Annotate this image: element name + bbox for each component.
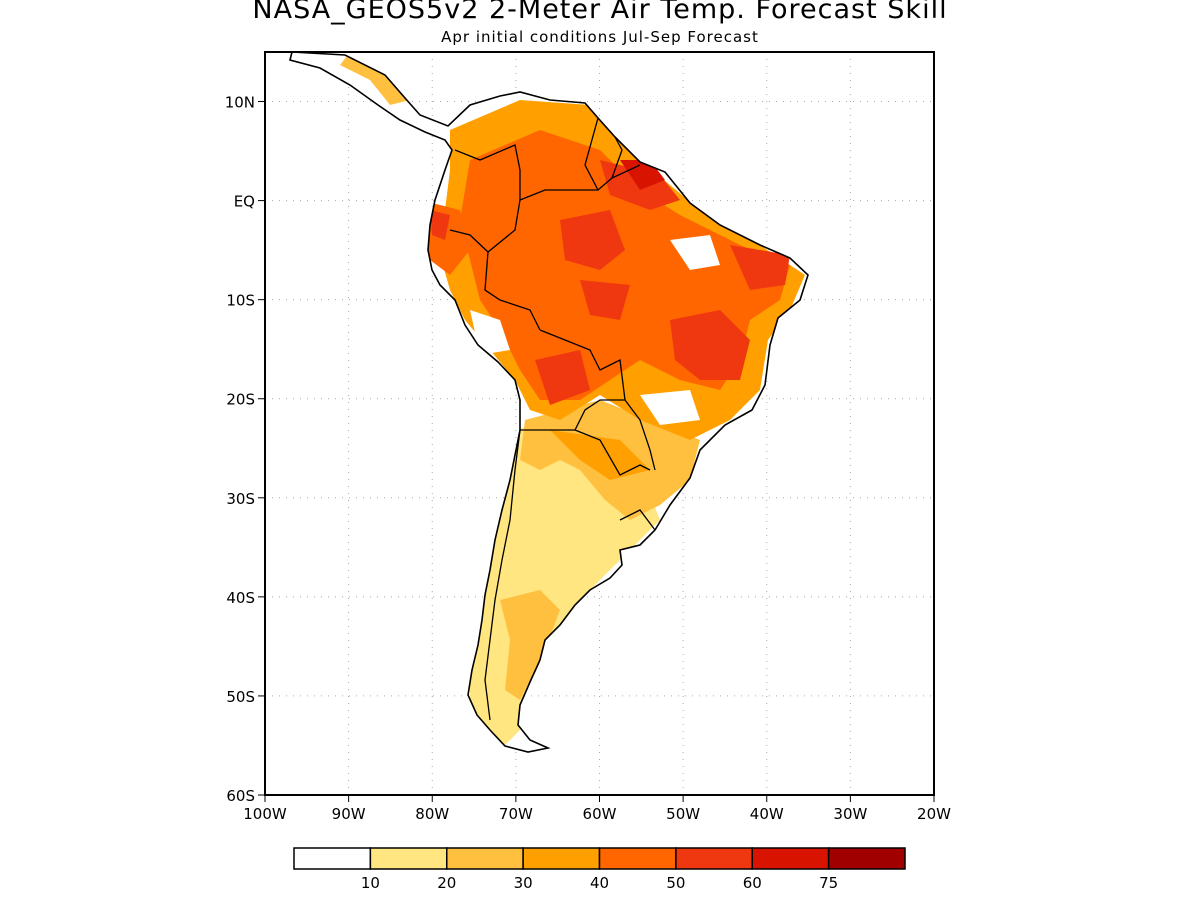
lat-tick-label: 10N — [225, 94, 255, 112]
country-borders — [449, 117, 656, 721]
colorbar-swatch — [675, 847, 753, 870]
colorbar-legend: 10 20 30 40 50 60 75 — [293, 847, 906, 892]
latitude-labels: 10N EQ 10S 20S 30S 40S 50S 60S — [225, 94, 265, 805]
lat-tick-label: 10S — [226, 292, 255, 310]
lon-tick-label: 30W — [833, 805, 867, 823]
colorbar-swatch — [751, 847, 830, 870]
lat-tick-label: 30S — [226, 490, 255, 508]
lat-tick-label: 40S — [226, 589, 255, 607]
colorbar-swatch — [598, 847, 677, 870]
lon-tick-label: 70W — [499, 805, 533, 823]
lon-tick-label: 20W — [917, 805, 951, 823]
lon-tick-label: 40W — [750, 805, 784, 823]
colorbar-swatch — [522, 847, 601, 870]
lon-tick-label: 80W — [415, 805, 449, 823]
lon-tick-label: 50W — [666, 805, 700, 823]
lat-tick-label: 60S — [226, 787, 255, 805]
lon-tick-label: 100W — [243, 805, 287, 823]
lat-tick-label: 50S — [226, 688, 255, 706]
colorbar-label: 10 — [361, 874, 380, 892]
lat-tick-label: EQ — [234, 193, 255, 211]
colorbar-label: 75 — [819, 874, 838, 892]
colorbar-label: 30 — [514, 874, 533, 892]
colorbar-swatch — [446, 847, 524, 870]
colorbar-swatch — [293, 847, 372, 870]
map-subtitle: Apr initial conditions Jul-Sep Forecast — [441, 28, 759, 46]
lon-tick-label: 90W — [332, 805, 366, 823]
map-title: NASA_GEOS5v2 2-Meter Air Temp. Forecast … — [252, 0, 948, 25]
colorbar-swatch — [827, 847, 906, 870]
lon-tick-label: 60W — [583, 805, 617, 823]
colorbar-label: 60 — [743, 874, 762, 892]
colorbar-swatch — [369, 847, 448, 870]
colorbar-label: 50 — [666, 874, 685, 892]
longitude-labels: 100W 90W 80W 70W 60W 50W 40W 30W 20W — [243, 795, 951, 823]
colorbar-label: 40 — [590, 874, 609, 892]
lat-tick-label: 20S — [226, 391, 255, 409]
colorbar-label: 20 — [437, 874, 456, 892]
